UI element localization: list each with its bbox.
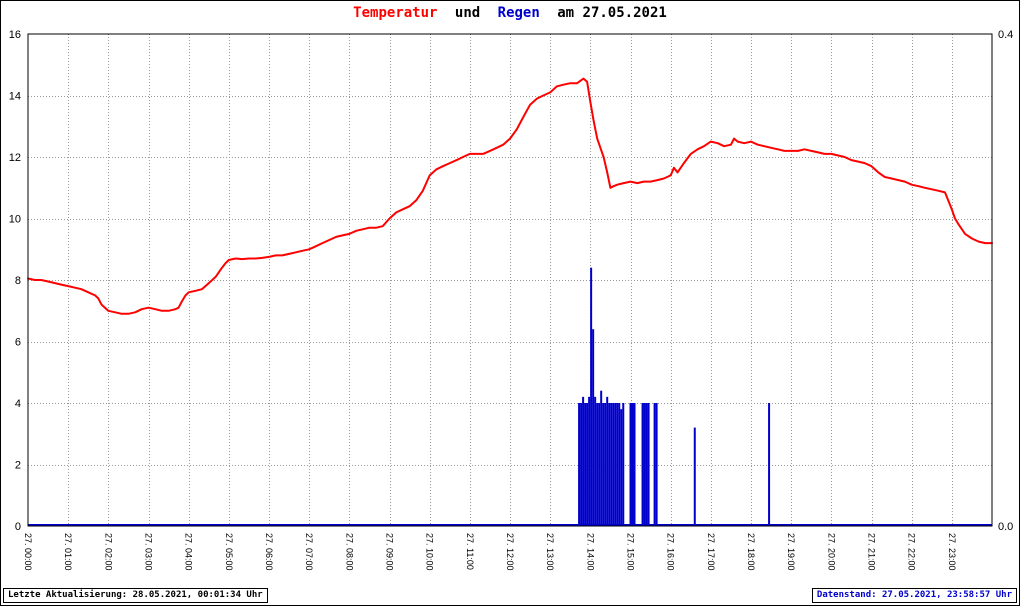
svg-text:27. 21:00: 27. 21:00: [867, 533, 877, 571]
svg-text:0.4: 0.4: [998, 29, 1013, 41]
svg-text:27. 08:00: 27. 08:00: [344, 533, 354, 571]
svg-text:27. 05:00: 27. 05:00: [224, 533, 234, 571]
svg-text:27. 11:00: 27. 11:00: [465, 533, 475, 570]
svg-text:10: 10: [9, 214, 21, 226]
title-und-text: und: [454, 5, 481, 21]
title-temperature-label: Temperatur: [353, 5, 438, 21]
svg-text:27. 00:00: 27. 00:00: [23, 533, 33, 571]
svg-text:0: 0: [15, 521, 21, 533]
svg-text:27. 18:00: 27. 18:00: [746, 533, 756, 571]
svg-text:27. 23:00: 27. 23:00: [947, 533, 957, 571]
svg-text:27. 14:00: 27. 14:00: [585, 533, 595, 571]
svg-text:27. 16:00: 27. 16:00: [666, 533, 676, 571]
svg-text:16: 16: [9, 29, 21, 41]
svg-text:27. 20:00: 27. 20:00: [826, 533, 836, 571]
data-state-label: Datenstand: 27.05.2021, 23:58:57 Uhr: [811, 588, 1017, 603]
last-update-label: Letzte Aktualisierung: 28.05.2021, 00:01…: [3, 588, 268, 603]
svg-text:27. 07:00: 27. 07:00: [304, 533, 314, 571]
svg-text:27. 15:00: 27. 15:00: [626, 533, 636, 571]
svg-text:27. 04:00: 27. 04:00: [184, 533, 194, 571]
svg-text:27. 09:00: 27. 09:00: [385, 533, 395, 571]
svg-text:27. 13:00: 27. 13:00: [545, 533, 555, 571]
svg-text:0.0: 0.0: [998, 521, 1013, 533]
svg-text:4: 4: [15, 398, 21, 410]
svg-text:8: 8: [15, 275, 21, 287]
chart-title: Temperatur und Regen am 27.05.2021: [1, 5, 1019, 21]
svg-text:27. 12:00: 27. 12:00: [505, 533, 515, 571]
svg-text:27. 10:00: 27. 10:00: [425, 533, 435, 571]
title-date-text: am 27.05.2021: [557, 5, 667, 21]
svg-text:6: 6: [15, 337, 21, 349]
svg-text:14: 14: [9, 91, 21, 103]
svg-text:27. 22:00: 27. 22:00: [907, 533, 917, 571]
title-rain-label: Regen: [497, 5, 540, 21]
svg-text:27. 19:00: 27. 19:00: [786, 533, 796, 571]
svg-text:27. 17:00: 27. 17:00: [706, 533, 716, 571]
svg-text:2: 2: [15, 460, 21, 472]
svg-text:27. 03:00: 27. 03:00: [144, 533, 154, 571]
svg-text:27. 06:00: 27. 06:00: [264, 533, 274, 571]
svg-text:27. 02:00: 27. 02:00: [103, 533, 113, 571]
svg-text:12: 12: [9, 152, 21, 164]
svg-text:27. 01:00: 27. 01:00: [63, 533, 73, 571]
